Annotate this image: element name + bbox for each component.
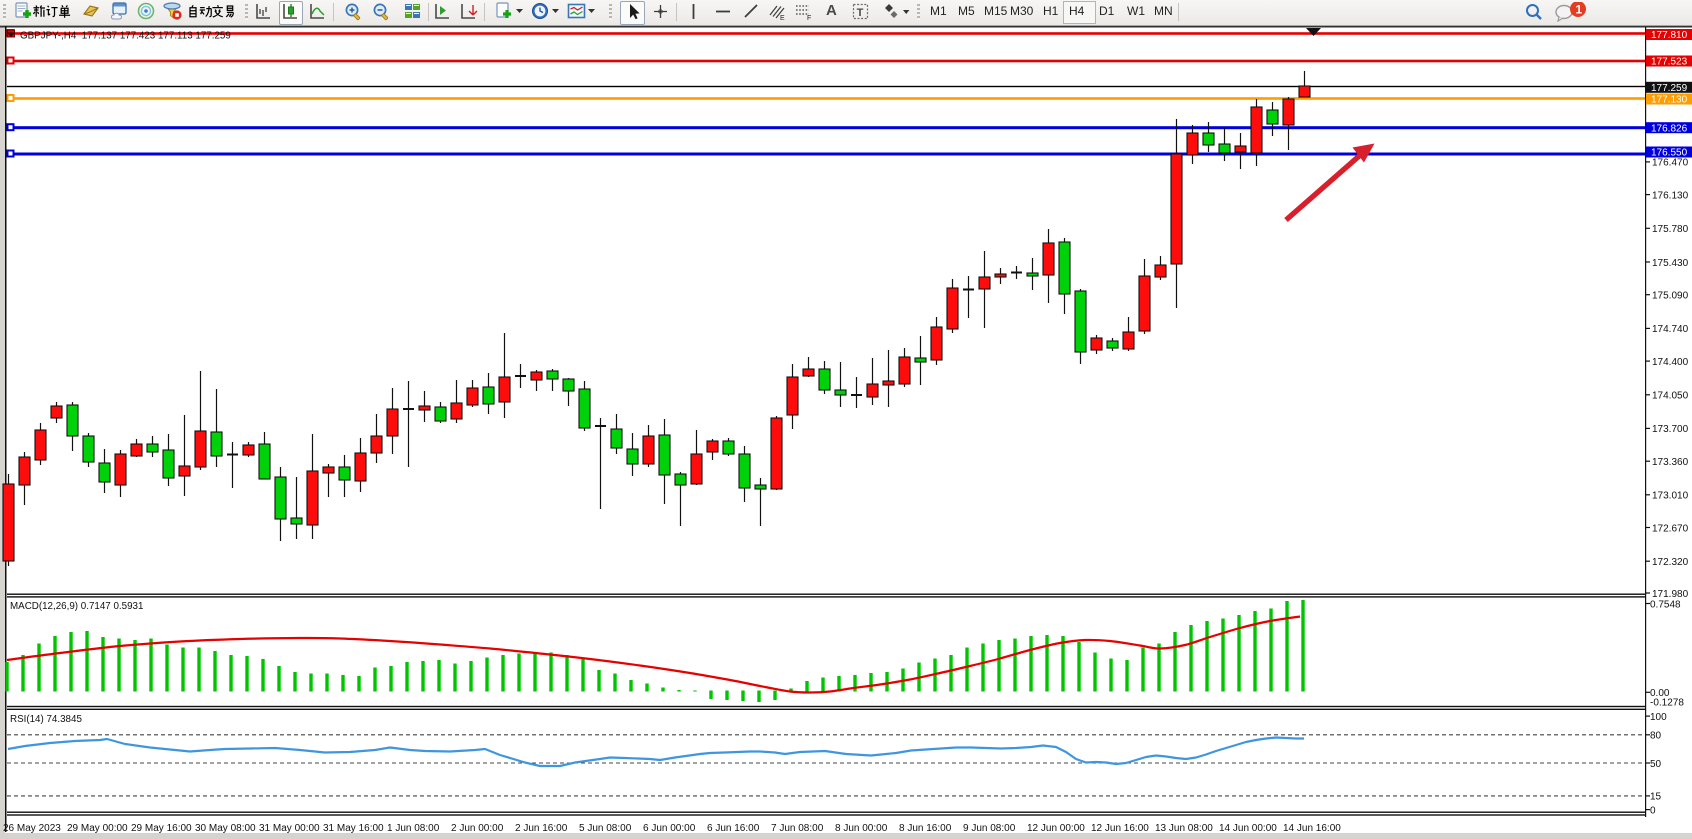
svg-text:6 Jun 16:00: 6 Jun 16:00 <box>707 823 760 834</box>
svg-text:1 Jun 08:00: 1 Jun 08:00 <box>387 823 440 834</box>
svg-text:RSI(14) 74.3845: RSI(14) 74.3845 <box>10 714 82 725</box>
svg-text:13 Jun 08:00: 13 Jun 08:00 <box>1155 823 1213 834</box>
svg-text:0.00: 0.00 <box>1650 688 1670 699</box>
svg-text:175.430: 175.430 <box>1652 258 1689 269</box>
svg-text:8 Jun 16:00: 8 Jun 16:00 <box>899 823 952 834</box>
svg-text:173.010: 173.010 <box>1652 491 1689 502</box>
svg-text:E: E <box>780 15 785 22</box>
svg-text:F: F <box>807 15 811 22</box>
svg-text:14 Jun 00:00: 14 Jun 00:00 <box>1219 823 1277 834</box>
svg-text:177.810: 177.810 <box>1651 30 1688 41</box>
svg-text:29 May 00:00: 29 May 00:00 <box>67 823 128 834</box>
svg-text:176.470: 176.470 <box>1652 158 1689 169</box>
svg-text:12 Jun 16:00: 12 Jun 16:00 <box>1091 823 1149 834</box>
svg-text:-0.1278: -0.1278 <box>1650 697 1684 708</box>
svg-text:175.090: 175.090 <box>1652 291 1689 302</box>
svg-text:2 Jun 00:00: 2 Jun 00:00 <box>451 823 504 834</box>
svg-text:176.550: 176.550 <box>1651 148 1688 159</box>
svg-text:174.050: 174.050 <box>1652 391 1689 402</box>
svg-text:177.523: 177.523 <box>1651 57 1688 68</box>
svg-text:14 Jun 16:00: 14 Jun 16:00 <box>1283 823 1341 834</box>
svg-text:MACD(12,26,9) 0.7147 0.5931: MACD(12,26,9) 0.7147 0.5931 <box>10 601 143 612</box>
svg-text:172.670: 172.670 <box>1652 523 1689 534</box>
svg-text:176.130: 176.130 <box>1652 190 1689 201</box>
svg-text:5 Jun 08:00: 5 Jun 08:00 <box>579 823 632 834</box>
svg-text:9 Jun 08:00: 9 Jun 08:00 <box>963 823 1016 834</box>
svg-text:30 May 08:00: 30 May 08:00 <box>195 823 256 834</box>
svg-text:172.320: 172.320 <box>1652 557 1689 568</box>
svg-text:174.740: 174.740 <box>1652 324 1689 335</box>
svg-text:26 May 2023: 26 May 2023 <box>3 823 61 834</box>
svg-text:6 Jun 00:00: 6 Jun 00:00 <box>643 823 696 834</box>
svg-text:176.826: 176.826 <box>1651 123 1688 134</box>
svg-text:31 May 16:00: 31 May 16:00 <box>323 823 384 834</box>
svg-text:100: 100 <box>1650 712 1667 723</box>
svg-text:31 May 00:00: 31 May 00:00 <box>259 823 320 834</box>
svg-text:175.780: 175.780 <box>1652 224 1689 235</box>
svg-text:177.259: 177.259 <box>1651 83 1688 94</box>
svg-text:7 Jun 08:00: 7 Jun 08:00 <box>771 823 824 834</box>
svg-text:80: 80 <box>1650 731 1662 742</box>
svg-text:173.360: 173.360 <box>1652 457 1689 468</box>
svg-text:177.130: 177.130 <box>1651 95 1688 106</box>
svg-text:0.7548: 0.7548 <box>1650 599 1681 610</box>
svg-text:T: T <box>857 7 864 19</box>
svg-text:0: 0 <box>1650 805 1656 816</box>
svg-text:171.980: 171.980 <box>1652 589 1689 600</box>
svg-text:8 Jun 00:00: 8 Jun 00:00 <box>835 823 888 834</box>
svg-text:174.400: 174.400 <box>1652 357 1689 368</box>
svg-text:1: 1 <box>1576 3 1583 17</box>
svg-text:GBPJPY-,H4 177.137 177.423 17: GBPJPY-,H4 177.137 177.423 177.113 177.2… <box>20 31 231 42</box>
svg-text:2 Jun 16:00: 2 Jun 16:00 <box>515 823 568 834</box>
svg-text:15: 15 <box>1650 792 1662 803</box>
svg-text:29 May 16:00: 29 May 16:00 <box>131 823 192 834</box>
svg-text:12 Jun 00:00: 12 Jun 00:00 <box>1027 823 1085 834</box>
svg-text:173.700: 173.700 <box>1652 424 1689 435</box>
svg-text:50: 50 <box>1650 759 1662 770</box>
